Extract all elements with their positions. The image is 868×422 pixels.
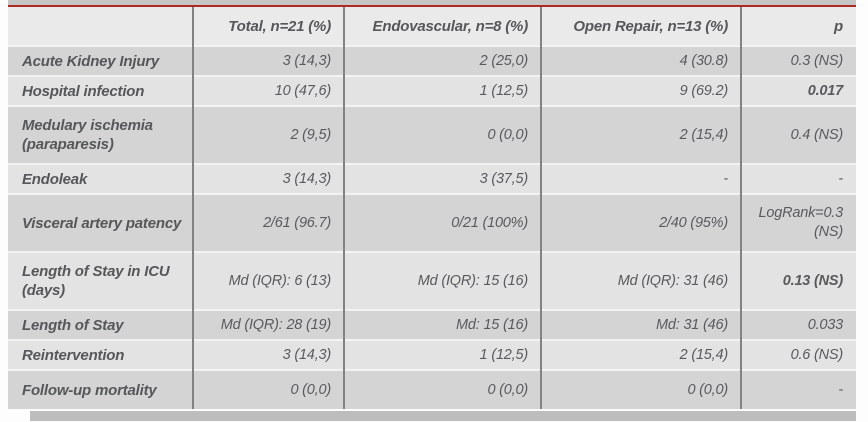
cell-open-repair: 9 (69.2) bbox=[679, 82, 729, 99]
cell-total: 2/61 (96.7) bbox=[263, 214, 331, 231]
header-empty bbox=[8, 7, 193, 45]
cell-open-repair: 2/40 (95%) bbox=[659, 214, 728, 231]
row-label: Reintervention bbox=[22, 346, 125, 364]
row-label: Hospital infection bbox=[22, 82, 145, 100]
header-open-repair: Open Repair, n=13 (%) bbox=[573, 17, 728, 35]
results-table: Total, n=21 (%) Endovascular, n=8 (%) Op… bbox=[8, 0, 856, 421]
cell-p-value: - bbox=[838, 381, 843, 398]
cell-open-repair: 4 (30.8) bbox=[679, 52, 729, 69]
cell-total: 0 (0,0) bbox=[290, 381, 331, 398]
cell-open-repair: Md: 31 (46) bbox=[656, 316, 728, 333]
cell-endovascular: Md: 15 (16) bbox=[456, 316, 528, 333]
cell-open-repair: 2 (15,4) bbox=[679, 346, 729, 363]
cell-total: 2 (9,5) bbox=[290, 126, 331, 143]
table-bottom-strip bbox=[30, 411, 856, 421]
row-label: Length of Stay in ICU (days) bbox=[22, 263, 170, 299]
cell-p-value: 0.017 bbox=[807, 82, 843, 99]
cell-endovascular: 0 (0,0) bbox=[487, 126, 528, 143]
table-rows: Total, n=21 (%) Endovascular, n=8 (%) Op… bbox=[8, 7, 856, 409]
cell-total: Md (IQR): 6 (13) bbox=[228, 272, 332, 289]
table-top-strip bbox=[8, 0, 856, 5]
cell-p-value: 0.3 (NS) bbox=[790, 52, 844, 69]
cell-total: 3 (14,3) bbox=[282, 170, 332, 187]
row-label: Length of Stay bbox=[22, 316, 124, 334]
table-header-row: Total, n=21 (%) Endovascular, n=8 (%) Op… bbox=[8, 7, 856, 45]
table-row-visceral-artery-patency: Visceral artery patency 2/61 (96.7) 0/21… bbox=[8, 195, 856, 251]
cell-p-value: LogRank=0.3 (NS) bbox=[758, 205, 844, 240]
table-row-hospital-infection: Hospital infection 10 (47,6) 1 (12,5) 9 … bbox=[8, 77, 856, 105]
table-row-length-of-stay: Length of Stay Md (IQR): 28 (19) Md: 15 … bbox=[8, 311, 856, 339]
cell-total: 10 (47,6) bbox=[274, 82, 331, 99]
cell-p-value: - bbox=[838, 170, 843, 187]
cell-endovascular: 3 (37,5) bbox=[479, 170, 529, 187]
cell-p-value: 0.4 (NS) bbox=[790, 126, 844, 143]
cell-p-value: 0.13 (NS) bbox=[782, 272, 843, 289]
row-label: Endoleak bbox=[22, 170, 88, 188]
table-row-endoleak: Endoleak 3 (14,3) 3 (37,5) - - bbox=[8, 165, 856, 193]
cell-open-repair: Md (IQR): 31 (46) bbox=[617, 272, 728, 289]
table-row-acute-kidney-injury: Acute Kidney Injury 3 (14,3) 2 (25,0) 4 … bbox=[8, 47, 856, 75]
cell-total: Md (IQR): 28 (19) bbox=[220, 316, 331, 333]
header-endovascular: Endovascular, n=8 (%) bbox=[372, 17, 529, 35]
cell-total: 3 (14,3) bbox=[282, 52, 332, 69]
table-accent-red-line bbox=[8, 5, 856, 7]
table-row-length-of-stay-icu: Length of Stay in ICU (days) Md (IQR): 6… bbox=[8, 253, 856, 309]
row-label: Medulary ischemia (paraparesis) bbox=[22, 117, 153, 153]
cell-open-repair: 0 (0,0) bbox=[687, 381, 728, 398]
cell-p-value: 0.6 (NS) bbox=[790, 346, 844, 363]
cell-endovascular: Md (IQR): 15 (16) bbox=[417, 272, 528, 289]
cell-total: 3 (14,3) bbox=[282, 346, 332, 363]
cell-endovascular: 0 (0,0) bbox=[487, 381, 528, 398]
cell-open-repair: 2 (15,4) bbox=[679, 126, 729, 143]
table-row-follow-up-mortality: Follow-up mortality 0 (0,0) 0 (0,0) 0 (0… bbox=[8, 371, 856, 409]
cell-open-repair: - bbox=[723, 170, 728, 187]
row-label: Acute Kidney Injury bbox=[22, 52, 160, 70]
cell-endovascular: 1 (12,5) bbox=[479, 82, 529, 99]
header-total: Total, n=21 (%) bbox=[228, 17, 331, 35]
table-row-medulary-ischemia: Medulary ischemia (paraparesis) 2 (9,5) … bbox=[8, 107, 856, 163]
row-label: Visceral artery patency bbox=[22, 214, 182, 232]
cell-endovascular: 1 (12,5) bbox=[479, 346, 529, 363]
cell-endovascular: 0/21 (100%) bbox=[451, 214, 528, 231]
table-row-reintervention: Reintervention 3 (14,3) 1 (12,5) 2 (15,4… bbox=[8, 341, 856, 369]
row-label: Follow-up mortality bbox=[22, 381, 157, 399]
cell-endovascular: 2 (25,0) bbox=[479, 52, 529, 69]
cell-p-value: 0.033 bbox=[807, 316, 843, 333]
header-p: p bbox=[834, 17, 843, 35]
